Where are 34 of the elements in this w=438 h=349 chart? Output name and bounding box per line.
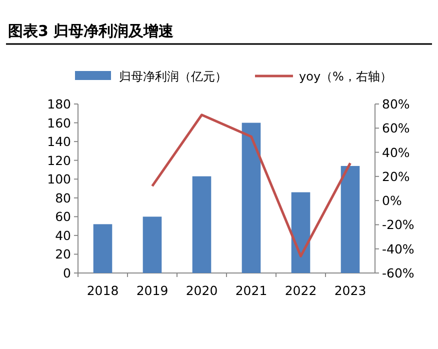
y-tick-label: 0 bbox=[63, 266, 72, 280]
y-tick-label: 40 bbox=[55, 228, 72, 243]
bar bbox=[291, 192, 310, 273]
y2-tick-label: -40% bbox=[382, 241, 414, 256]
bar bbox=[340, 166, 360, 273]
chart-title: 图表3 归母净利润及增速 bbox=[8, 22, 175, 40]
y2-tick-label: 60% bbox=[382, 120, 410, 136]
y2-tick-label: 40% bbox=[382, 144, 410, 160]
x-tick-label: 2018 bbox=[86, 283, 119, 298]
x-tick-label: 2020 bbox=[186, 283, 218, 298]
y-tick-label: 60 bbox=[55, 209, 72, 224]
x-tick-label: 2022 bbox=[284, 283, 317, 298]
legend-label: yoy（%，右轴） bbox=[299, 70, 392, 84]
bar bbox=[192, 176, 212, 273]
y-tick-label: 140 bbox=[47, 134, 72, 150]
y2-tick-label: -20% bbox=[382, 217, 414, 232]
y-tick-label: 100 bbox=[47, 172, 72, 187]
bar bbox=[93, 224, 112, 273]
y-tick-label: 180 bbox=[47, 96, 72, 112]
x-tick-label: 2023 bbox=[334, 283, 366, 298]
y-tick-label: 20 bbox=[55, 246, 72, 262]
bar bbox=[142, 216, 162, 273]
y-tick-label: 80 bbox=[55, 190, 72, 206]
y-tick-label: 160 bbox=[47, 115, 72, 130]
y2-tick-label: 20% bbox=[382, 168, 410, 184]
legend-label: 归母净利润（亿元） bbox=[119, 70, 227, 84]
y2-tick-label: -60% bbox=[382, 266, 414, 280]
line-series bbox=[151, 114, 352, 258]
y-tick-label: 120 bbox=[47, 152, 72, 168]
y2-tick-label: 0% bbox=[382, 193, 402, 208]
x-tick-label: 2019 bbox=[136, 283, 168, 298]
bar bbox=[242, 122, 261, 273]
y2-tick-label: 80% bbox=[382, 96, 410, 112]
x-tick-label: 2021 bbox=[235, 283, 268, 298]
